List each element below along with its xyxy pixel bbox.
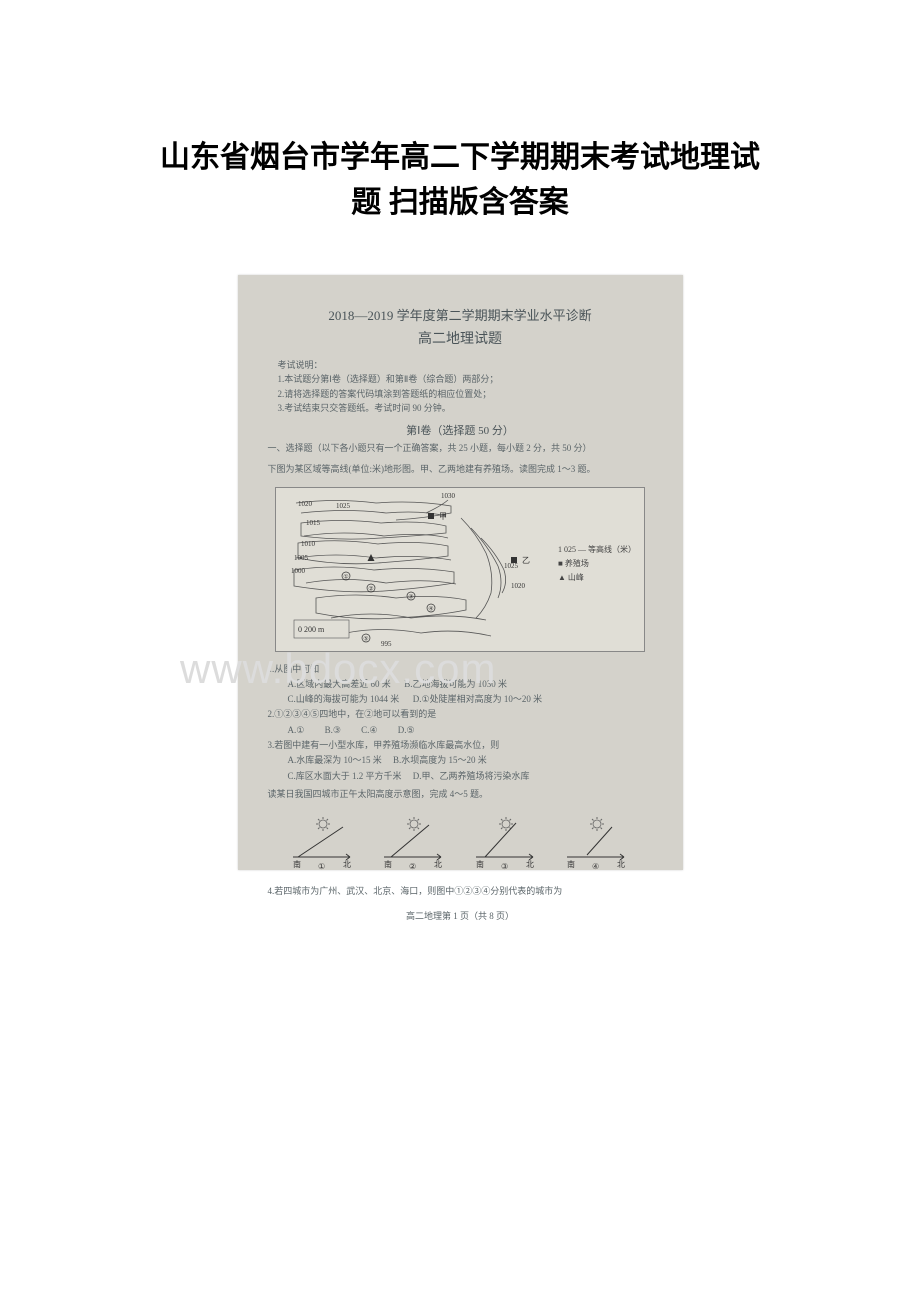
sun-chart: 南 北 ③ [471, 817, 541, 872]
svg-text:乙: 乙 [522, 556, 530, 565]
svg-text:③: ③ [501, 862, 508, 871]
svg-text:①: ① [318, 862, 325, 871]
svg-text:③: ③ [408, 593, 413, 600]
svg-text:④: ④ [592, 862, 599, 871]
map-legend: 1 025 — 等高线（米） ■ 养殖场 ▲ 山峰 [558, 543, 636, 586]
scale-label: 0 200 m [298, 625, 325, 634]
q1: 1.从图中可知 [268, 662, 653, 677]
svg-text:1025: 1025 [336, 502, 351, 510]
svg-text:⑤: ⑤ [363, 635, 368, 642]
q3-d: D.甲、乙两养殖场将污染水库 [413, 771, 530, 781]
svg-text:北: 北 [617, 860, 625, 869]
contour-map: 102010251015101010051000995102510201030 … [275, 487, 645, 652]
q4: 4.若四城市为广州、武汉、北京、海口，则图中①②③④分别代表的城市为 [268, 884, 653, 899]
q2-c: C.④ [361, 725, 377, 735]
title-line1: 山东省烟台市学年高二下学期期末考试地理试 [160, 141, 760, 174]
sun-chart: 南 北 ① [288, 817, 358, 872]
svg-text:②: ② [368, 585, 373, 592]
note-2: 2.请将选择题的答案代码填涂到答题纸的相应位置处； [278, 387, 643, 401]
sub-instruction: 下图为某区域等高线(单位:米)地形图。甲、乙两地建有养殖场。读图完成 1～3 题… [238, 459, 683, 481]
contour-svg: 102010251015101010051000995102510201030 … [276, 488, 556, 653]
svg-text:④: ④ [428, 605, 433, 612]
svg-text:南: 南 [476, 859, 484, 869]
svg-text:1030: 1030 [441, 492, 456, 500]
legend-farm: ■ 养殖场 [558, 557, 636, 571]
q1-a: A.区域内最大高差近 60 米 [288, 679, 391, 689]
svg-text:1010: 1010 [301, 540, 316, 548]
q3-b: B.水坝高度为 15～20 米 [393, 755, 487, 765]
note-1: 1.本试题分第Ⅰ卷（选择题）和第Ⅱ卷（综合题）两部分； [278, 372, 643, 386]
notes-label: 考试说明： [278, 358, 643, 372]
section-header: 第Ⅰ卷（选择题 50 分） [238, 422, 683, 438]
sun-chart: 南 北 ④ [562, 817, 632, 872]
note-3: 3.考试结束只交答题纸。考试时间 90 分钟。 [278, 401, 643, 415]
q2: 2.①②③④⑤四地中，在②地可以看到的是 [268, 707, 653, 722]
q2-d: D.⑤ [398, 725, 415, 735]
page-title: 山东省烟台市学年高二下学期期末考试地理试 题 扫描版含答案 [0, 0, 920, 225]
mc-instruction: 一、选择题（以下各小题只有一个正确答案，共 25 小题，每小题 2 分，共 50… [238, 438, 683, 460]
svg-text:1020: 1020 [511, 582, 526, 590]
svg-text:南: 南 [384, 859, 392, 869]
svg-text:1025: 1025 [504, 562, 519, 570]
legend-contour: 1 025 — 等高线（米） [558, 543, 636, 557]
exam-subtitle: 高二地理试题 [238, 328, 683, 348]
svg-text:1015: 1015 [306, 519, 321, 527]
scanned-exam-page: 2018—2019 学年度第二学期期末学业水平诊断 高二地理试题 考试说明： 1… [238, 275, 683, 870]
q3-a: A.水库最深为 10～15 米 [288, 755, 382, 765]
exam-notes: 考试说明： 1.本试题分第Ⅰ卷（选择题）和第Ⅱ卷（综合题）两部分； 2.请将选择… [238, 348, 683, 416]
q3: 3.若图中建有一小型水库，甲养殖场濒临水库最高水位，则 [268, 738, 653, 753]
svg-text:南: 南 [293, 859, 301, 869]
svg-text:995: 995 [381, 640, 392, 648]
exam-header: 2018—2019 学年度第二学期期末学业水平诊断 [238, 275, 683, 324]
legend-peak: ▲ 山峰 [558, 571, 636, 585]
q4-block: 4.若四城市为广州、武汉、北京、海口，则图中①②③④分别代表的城市为 [238, 880, 683, 903]
svg-text:北: 北 [526, 860, 534, 869]
q2-a: A.① [288, 725, 305, 735]
svg-text:甲: 甲 [439, 512, 447, 521]
sun-chart: 南 北 ② [379, 817, 449, 872]
title-line2: 题 扫描版含答案 [351, 186, 569, 219]
svg-text:南: 南 [567, 859, 575, 869]
q1-d: D.①处陡崖相对高度为 10～20 米 [413, 694, 542, 704]
svg-text:北: 北 [434, 860, 442, 869]
sun-charts-row: 南 北 ① 南 北 ② 南 北 ③ [238, 809, 683, 880]
page-footer: 高二地理第 1 页（共 8 页） [238, 904, 683, 922]
svg-text:①: ① [343, 573, 348, 580]
q2-b: B.③ [325, 725, 341, 735]
svg-text:1000: 1000 [291, 567, 306, 575]
questions-block: 1.从图中可知 A.区域内最大高差近 60 米 B.乙地海拔可能为 1030 米… [238, 658, 683, 810]
svg-text:1020: 1020 [298, 500, 313, 508]
q1-c: C.山峰的海拔可能为 1044 米 [288, 694, 400, 704]
q3-c: C.库区水面大于 1.2 平方千米 [288, 771, 402, 781]
svg-text:1005: 1005 [294, 554, 309, 562]
svg-text:②: ② [409, 862, 416, 871]
q1-b: B.乙地海拔可能为 1030 米 [404, 679, 507, 689]
svg-text:北: 北 [343, 860, 351, 869]
chart-intro: 读某日我国四城市正午太阳高度示意图，完成 4～5 题。 [268, 784, 653, 805]
